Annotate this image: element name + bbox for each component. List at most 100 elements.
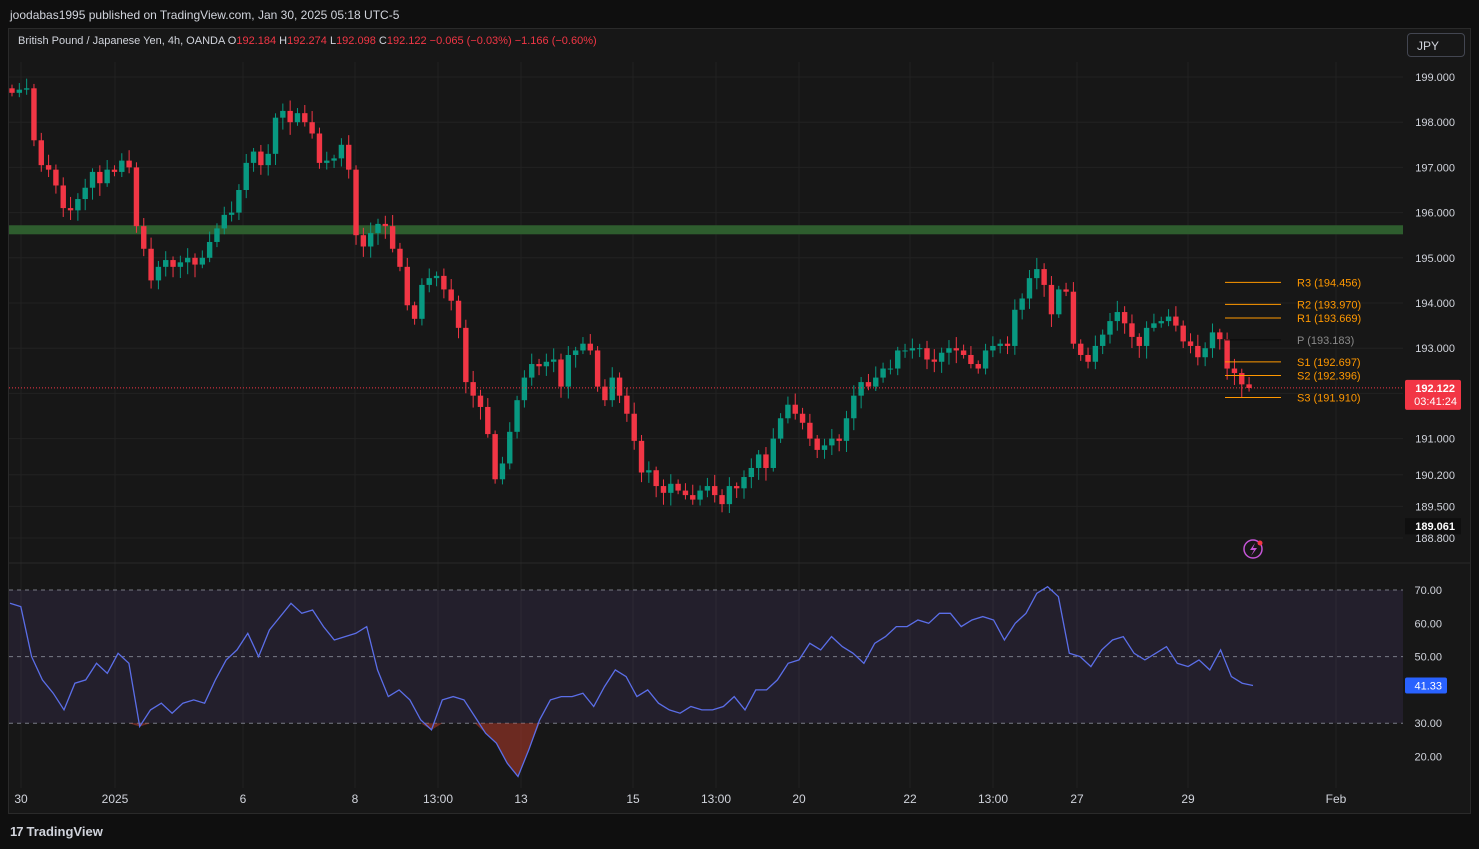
candle-body[interactable] bbox=[1180, 325, 1186, 342]
candle-body[interactable] bbox=[126, 160, 132, 168]
tradingview-logo[interactable]: 17 TradingView bbox=[10, 824, 103, 839]
candle-body[interactable] bbox=[1034, 269, 1040, 279]
candle-body[interactable] bbox=[111, 169, 118, 172]
candle-body[interactable] bbox=[67, 208, 74, 211]
candle-body[interactable] bbox=[31, 88, 37, 141]
candle-body[interactable] bbox=[924, 348, 930, 360]
candle-body[interactable] bbox=[199, 257, 206, 265]
candle-body[interactable] bbox=[1165, 316, 1172, 322]
candle-body[interactable] bbox=[221, 214, 227, 229]
candle-body[interactable] bbox=[631, 413, 637, 441]
candle-body[interactable] bbox=[975, 364, 981, 369]
candle-body[interactable] bbox=[1092, 345, 1099, 362]
candle-body[interactable] bbox=[1187, 341, 1194, 346]
candle-body[interactable] bbox=[1114, 312, 1121, 322]
candle-body[interactable] bbox=[258, 151, 264, 166]
candle-body[interactable] bbox=[785, 404, 791, 419]
candle-body[interactable] bbox=[82, 187, 88, 200]
candle-body[interactable] bbox=[23, 88, 30, 90]
candle-body[interactable] bbox=[594, 350, 601, 387]
candle-body[interactable] bbox=[1224, 339, 1230, 369]
candle-body[interactable] bbox=[1004, 343, 1011, 346]
candle-body[interactable] bbox=[529, 364, 535, 378]
candle-body[interactable] bbox=[733, 486, 740, 489]
candle-body[interactable] bbox=[1143, 327, 1150, 346]
candle-body[interactable] bbox=[426, 278, 432, 285]
candle-body[interactable] bbox=[851, 395, 857, 419]
candle-body[interactable] bbox=[799, 413, 806, 423]
candle-body[interactable] bbox=[133, 167, 140, 227]
candle-body[interactable] bbox=[565, 354, 572, 387]
candle-body[interactable] bbox=[470, 382, 476, 396]
rsi-line[interactable] bbox=[9, 585, 1254, 778]
candle-body[interactable] bbox=[602, 386, 608, 401]
candle-body[interactable] bbox=[155, 266, 162, 281]
candle-body[interactable] bbox=[1056, 289, 1062, 315]
candle-body[interactable] bbox=[492, 434, 498, 480]
candle-body[interactable] bbox=[960, 350, 967, 355]
resistance-zone[interactable] bbox=[9, 225, 1403, 235]
candle-body[interactable] bbox=[1078, 343, 1084, 355]
candle-body[interactable] bbox=[324, 160, 330, 163]
candle-body[interactable] bbox=[682, 490, 689, 496]
candle-body[interactable] bbox=[719, 495, 725, 505]
candle-body[interactable] bbox=[1129, 323, 1135, 337]
candle-body[interactable] bbox=[916, 348, 923, 350]
candle-body[interactable] bbox=[836, 438, 842, 441]
candle-body[interactable] bbox=[16, 89, 23, 93]
candle-body[interactable] bbox=[748, 467, 755, 478]
candle-body[interactable] bbox=[880, 368, 886, 378]
candle-body[interactable] bbox=[1158, 321, 1164, 324]
candle-body[interactable] bbox=[580, 343, 586, 351]
candle-body[interactable] bbox=[280, 110, 286, 118]
candle-body[interactable] bbox=[1070, 291, 1077, 344]
candle-body[interactable] bbox=[404, 266, 410, 306]
candle-body[interactable] bbox=[814, 438, 820, 450]
candle-body[interactable] bbox=[1209, 332, 1216, 349]
candle-body[interactable] bbox=[997, 343, 1003, 346]
candle-body[interactable] bbox=[1195, 345, 1201, 358]
candle-body[interactable] bbox=[946, 348, 952, 353]
candle-body[interactable] bbox=[572, 350, 579, 355]
candle-body[interactable] bbox=[704, 486, 711, 491]
candle-body[interactable] bbox=[653, 470, 659, 487]
candle-body[interactable] bbox=[1246, 384, 1252, 388]
candle-body[interactable] bbox=[697, 490, 703, 500]
candle-body[interactable] bbox=[97, 171, 103, 184]
candle-body[interactable] bbox=[1173, 316, 1179, 326]
candle-body[interactable] bbox=[243, 162, 249, 190]
candle-body[interactable] bbox=[375, 223, 381, 233]
candle-body[interactable] bbox=[448, 289, 454, 301]
candle-body[interactable] bbox=[389, 226, 396, 249]
candle-body[interactable] bbox=[587, 343, 593, 351]
candle-body[interactable] bbox=[397, 248, 403, 267]
candle-body[interactable] bbox=[302, 113, 308, 123]
candle-body[interactable] bbox=[609, 377, 615, 401]
candle-body[interactable] bbox=[75, 199, 81, 211]
candle-body[interactable] bbox=[1202, 348, 1208, 358]
candle-body[interactable] bbox=[829, 438, 835, 446]
candle-body[interactable] bbox=[287, 110, 293, 123]
candle-body[interactable] bbox=[9, 88, 15, 93]
candle-body[interactable] bbox=[1151, 323, 1157, 328]
candle-body[interactable] bbox=[104, 169, 110, 184]
candle-body[interactable] bbox=[1048, 284, 1055, 315]
candle-body[interactable] bbox=[265, 153, 271, 166]
candle-body[interactable] bbox=[990, 345, 996, 351]
candle-body[interactable] bbox=[558, 359, 564, 387]
candle-body[interactable] bbox=[382, 223, 389, 227]
candle-body[interactable] bbox=[909, 348, 916, 351]
candle-body[interactable] bbox=[726, 486, 733, 505]
candle-body[interactable] bbox=[1041, 269, 1047, 285]
candle-body[interactable] bbox=[250, 151, 257, 163]
candle-body[interactable] bbox=[272, 117, 279, 154]
candle-body[interactable] bbox=[1107, 321, 1113, 335]
candle-body[interactable] bbox=[777, 418, 784, 439]
candle-body[interactable] bbox=[616, 377, 623, 396]
candle-body[interactable] bbox=[514, 400, 520, 432]
candle-body[interactable] bbox=[353, 169, 359, 236]
candle-body[interactable] bbox=[1239, 373, 1245, 385]
candle-body[interactable] bbox=[536, 364, 542, 367]
candle-body[interactable] bbox=[1099, 334, 1106, 346]
candle-body[interactable] bbox=[690, 495, 696, 500]
